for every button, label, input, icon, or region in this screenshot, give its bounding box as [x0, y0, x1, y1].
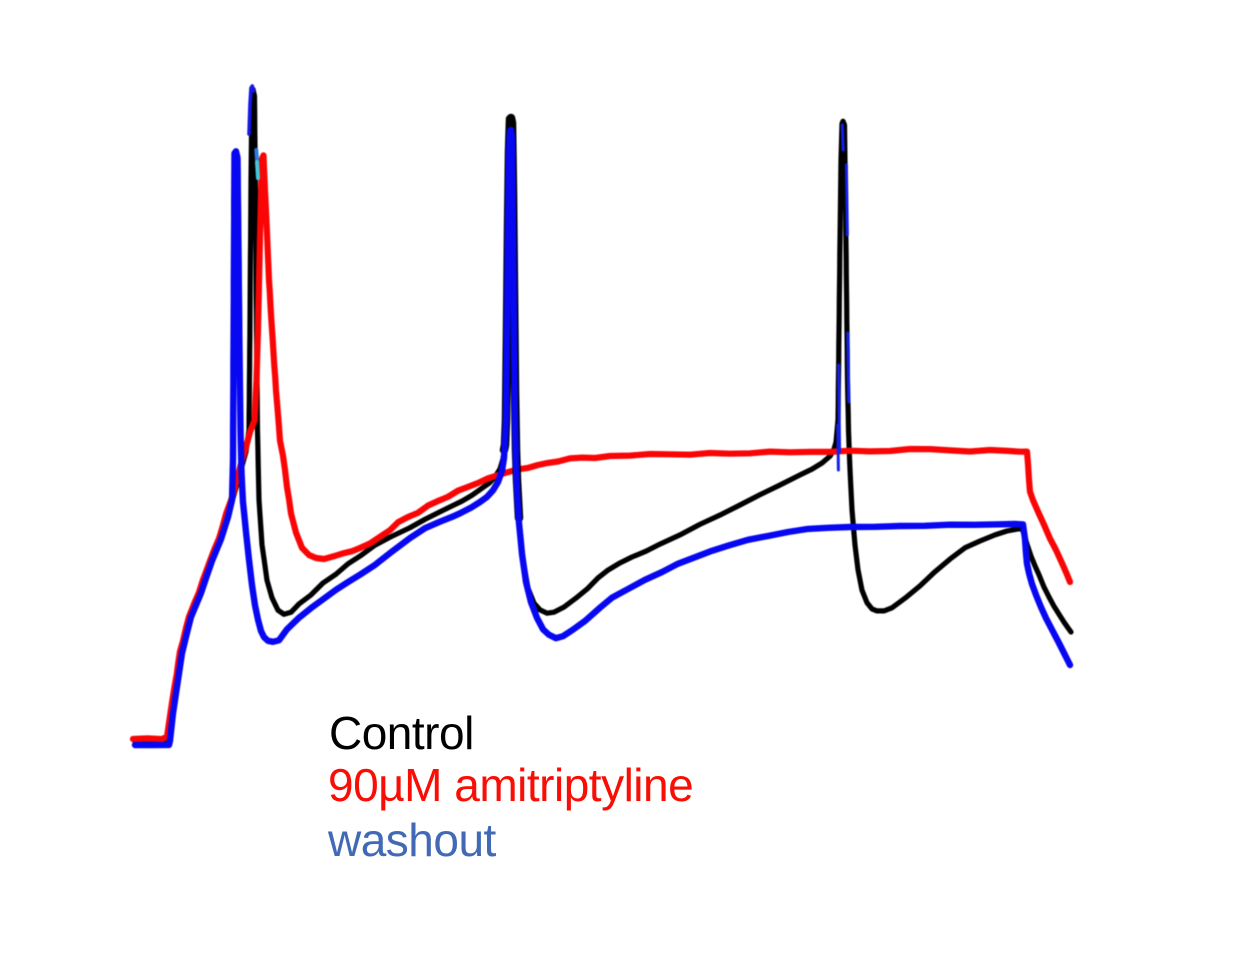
svg-text:washout: washout [327, 814, 497, 866]
svg-text:Control: Control [329, 707, 474, 759]
svg-text:90µM amitriptyline: 90µM amitriptyline [328, 759, 693, 811]
